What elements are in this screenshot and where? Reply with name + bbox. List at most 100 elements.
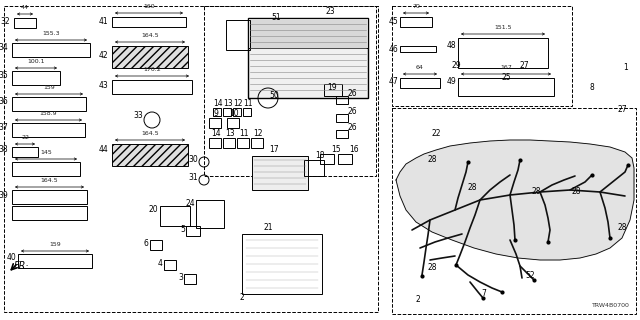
Text: 18: 18 [316, 151, 324, 161]
Bar [248, 18, 368, 98]
Text: 30: 30 [188, 156, 198, 164]
Text: 6: 6 [143, 239, 148, 249]
Text: 49: 49 [446, 77, 456, 86]
Text: 100.1: 100.1 [28, 59, 45, 64]
Bar [458, 78, 554, 96]
Text: 28: 28 [428, 263, 436, 273]
Text: 48: 48 [446, 42, 456, 51]
Bar [186, 226, 200, 236]
Bar [336, 96, 348, 104]
Bar [160, 206, 190, 226]
Text: 38: 38 [0, 146, 8, 155]
Text: 9: 9 [214, 109, 218, 118]
Bar [164, 260, 176, 270]
Bar [233, 108, 241, 116]
Bar [12, 43, 90, 57]
Text: 47: 47 [388, 77, 398, 86]
Text: 3: 3 [178, 274, 183, 283]
Text: 151.5: 151.5 [494, 25, 512, 30]
Text: 32: 32 [1, 18, 10, 27]
Text: 33: 33 [133, 111, 143, 121]
Bar [336, 114, 348, 122]
Bar [12, 190, 87, 204]
Text: 14: 14 [211, 130, 221, 139]
Text: 45: 45 [388, 18, 398, 27]
Bar [237, 138, 249, 148]
Text: 43: 43 [99, 81, 108, 90]
Text: 35: 35 [0, 71, 8, 81]
Text: 40: 40 [6, 253, 16, 262]
Bar [400, 46, 436, 52]
Bar [400, 78, 440, 88]
Text: 50: 50 [269, 92, 279, 100]
Text: 1: 1 [623, 63, 628, 73]
Bar [4, 6, 378, 312]
Text: 22: 22 [431, 130, 441, 139]
Bar [12, 206, 87, 220]
Bar [184, 274, 196, 284]
Text: 26: 26 [347, 90, 357, 99]
Text: 145: 145 [40, 150, 52, 155]
Text: 20: 20 [148, 205, 158, 214]
Bar [458, 38, 548, 68]
Bar [196, 200, 224, 228]
Text: 36: 36 [0, 98, 8, 107]
Bar [112, 80, 192, 94]
Bar [338, 154, 352, 164]
Text: 8: 8 [589, 84, 595, 92]
Text: 27: 27 [519, 61, 529, 70]
Polygon shape [396, 140, 634, 260]
Text: 158.9: 158.9 [40, 111, 58, 116]
Bar [12, 123, 85, 137]
Text: 2: 2 [415, 295, 420, 305]
Text: 170.2: 170.2 [143, 67, 161, 72]
Text: 28: 28 [467, 183, 477, 193]
Bar [392, 108, 636, 314]
Text: 21: 21 [263, 223, 273, 233]
Text: 70: 70 [412, 4, 420, 9]
Bar [12, 147, 38, 157]
Text: 24: 24 [186, 199, 195, 209]
Text: 12: 12 [233, 100, 243, 108]
Bar [12, 71, 60, 85]
Text: 164.5: 164.5 [41, 178, 58, 183]
Bar [336, 130, 348, 138]
Text: 23: 23 [325, 7, 335, 17]
Bar [226, 20, 250, 50]
Bar [252, 156, 308, 190]
Text: 13: 13 [223, 100, 233, 108]
Text: 64: 64 [416, 65, 424, 70]
Text: 37: 37 [0, 124, 8, 132]
Text: 164.5: 164.5 [141, 33, 159, 38]
Bar [209, 138, 221, 148]
Bar [223, 138, 235, 148]
Text: 12: 12 [253, 130, 263, 139]
Text: 11: 11 [239, 130, 249, 139]
Text: 34: 34 [0, 44, 8, 52]
Bar [227, 118, 239, 128]
Text: TRW4B0700: TRW4B0700 [592, 303, 630, 308]
Text: 25: 25 [501, 74, 511, 83]
Text: 7: 7 [481, 290, 486, 299]
Bar [243, 108, 251, 116]
Text: 44: 44 [21, 5, 29, 10]
Text: 16: 16 [349, 146, 359, 155]
Text: 46: 46 [388, 45, 398, 54]
Text: 31: 31 [188, 173, 198, 182]
Bar [14, 18, 36, 28]
Text: 13: 13 [225, 130, 235, 139]
Bar [392, 6, 572, 106]
Bar [209, 118, 221, 128]
Bar [251, 138, 263, 148]
Bar [324, 84, 342, 96]
Bar [12, 97, 86, 111]
Text: 19: 19 [327, 84, 337, 92]
Text: 160: 160 [143, 4, 155, 9]
Text: 155.3: 155.3 [42, 31, 60, 36]
Text: 167: 167 [500, 65, 512, 70]
Text: 52: 52 [525, 271, 535, 281]
Text: 28: 28 [531, 188, 541, 196]
Text: 39: 39 [0, 191, 8, 201]
Text: 26: 26 [347, 108, 357, 116]
Text: 41: 41 [99, 18, 108, 27]
